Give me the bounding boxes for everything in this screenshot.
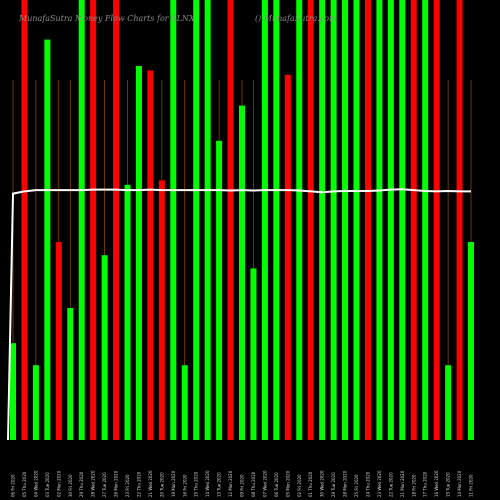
x-tick-label: 20 Tue 2020: [159, 472, 164, 497]
x-tick-label: 28 Wed 2020: [91, 470, 96, 497]
x-tick-label: 06 Fri 2020: [11, 474, 16, 497]
bar-17: [204, 0, 211, 440]
bar-24: [284, 74, 291, 441]
x-tick-label: 05 Thu 2020: [22, 471, 27, 497]
bar-20: [239, 105, 245, 440]
bar-16: [193, 0, 200, 440]
x-tick-label: 18 Fri 2020: [411, 474, 416, 497]
bar-39: [456, 0, 463, 440]
bar-26: [307, 0, 314, 440]
x-tick-label: 09 Fri 2020: [240, 474, 245, 497]
x-tick-label: 15 Tue 2020: [446, 472, 451, 497]
bar-6: [78, 0, 85, 440]
bar-30: [353, 0, 360, 440]
bar-19: [227, 0, 234, 440]
bar-32: [376, 0, 383, 440]
chart-title: MunafaSutra Money Flow Charts for SLNX: [19, 14, 195, 23]
x-tick-label: 15 Thu 2020: [194, 471, 199, 497]
x-tick-label: 16 Fri 2020: [182, 474, 187, 497]
x-tick-label: 24 Thu 2020: [365, 471, 370, 497]
bar-31: [364, 0, 371, 440]
x-tick-label: 06 Tue 2020: [274, 472, 279, 497]
x-tick-label: 11 Fri 2020: [469, 474, 474, 497]
x-tick-label: 13 Tue 2020: [217, 472, 222, 497]
bar-33: [387, 0, 394, 440]
x-tick-label: 08 Thu 2020: [251, 471, 256, 497]
bar-13: [158, 180, 165, 440]
x-tick-label: 21 Mon 2020: [400, 470, 405, 497]
bar-12: [147, 70, 154, 441]
x-tick-label: 03 Tue 2020: [45, 472, 50, 497]
x-tick-label: 05 Mon 2020: [285, 470, 290, 497]
bar-23: [273, 0, 280, 440]
bar-22: [261, 0, 268, 440]
x-tick-label: 16 Wed 2020: [434, 470, 439, 497]
x-tick-label: 30 Fri 2020: [68, 474, 73, 497]
x-tick-label: 29 Tue 2020: [331, 472, 336, 497]
bar-9: [113, 0, 120, 440]
x-tick-label: 14 Wed 2020: [205, 470, 210, 497]
x-tick-label: 17 Thu 2020: [423, 471, 428, 497]
bar-14: [170, 0, 177, 440]
x-tick-label: 25 Fri 2020: [354, 474, 359, 497]
bar-18: [216, 140, 223, 441]
bar-2: [32, 365, 39, 440]
x-tick-label: 23 Wed 2020: [377, 470, 382, 497]
x-tick-label: 28 Mon 2020: [343, 470, 348, 497]
x-tick-label: 29 Thu 2020: [79, 471, 84, 497]
bar-36: [422, 0, 429, 440]
x-tick-label: 22 Thu 2020: [136, 471, 141, 497]
bar-27: [319, 0, 326, 440]
chart-source: () MunafaSutra.com: [255, 14, 337, 23]
x-tick-label: 27 Tue 2020: [102, 472, 107, 497]
x-tick-label: 12 Mon 2020: [228, 470, 233, 497]
money-flow-line: [7, 188, 471, 441]
x-tick-label: 26 Mon 2020: [114, 470, 119, 497]
bar-7: [90, 0, 97, 440]
x-tick-label: 07 Wed 2020: [262, 470, 267, 497]
bar-4: [55, 242, 62, 440]
bar-0: [10, 343, 16, 440]
x-tick-label: 02 Mon 2020: [56, 470, 61, 497]
bar-37: [433, 0, 440, 440]
bar-1: [21, 0, 28, 440]
bar-5: [67, 308, 74, 440]
x-tick-label: 21 Wed 2020: [148, 470, 153, 497]
x-tick-label: 01 Thu 2020: [308, 471, 313, 497]
bar-29: [342, 0, 349, 440]
bar-8: [101, 255, 108, 440]
bar-10: [124, 184, 131, 440]
bar-3: [44, 39, 51, 440]
x-tick-label: 30 Wed 2020: [320, 470, 325, 497]
x-tick-label: 02 Fri 2020: [297, 474, 302, 497]
bar-34: [399, 0, 406, 440]
x-tick-label: 23 Fri 2020: [125, 474, 130, 497]
bar-38: [445, 365, 452, 440]
bar-40: [468, 242, 474, 440]
x-tick-label: 14 Mon 2020: [457, 470, 462, 497]
bar-21: [250, 268, 257, 440]
x-tick-label: 22 Tue 2020: [388, 472, 393, 497]
x-tick-label: 19 Mon 2020: [171, 470, 176, 497]
bar-28: [330, 0, 337, 440]
bar-25: [296, 0, 303, 440]
bar-15: [181, 365, 188, 440]
x-tick-label: 04 Wed 2020: [33, 470, 38, 497]
bar-35: [410, 0, 417, 440]
bar-11: [135, 66, 142, 440]
